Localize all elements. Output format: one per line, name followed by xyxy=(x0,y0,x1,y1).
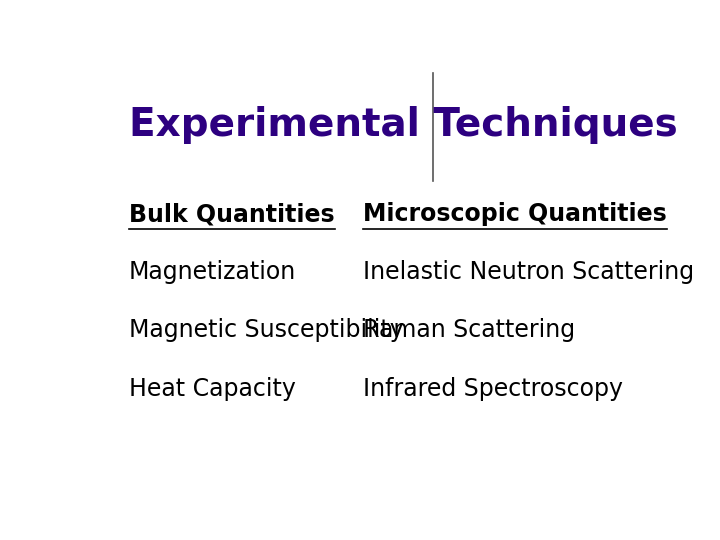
Text: Magnetization: Magnetization xyxy=(129,260,297,284)
Text: Magnetic Susceptibility: Magnetic Susceptibility xyxy=(129,319,404,342)
Text: Raman Scattering: Raman Scattering xyxy=(364,319,575,342)
Text: Heat Capacity: Heat Capacity xyxy=(129,377,296,401)
Text: Experimental Techniques: Experimental Techniques xyxy=(129,106,678,144)
Text: Inelastic Neutron Scattering: Inelastic Neutron Scattering xyxy=(364,260,695,284)
Text: Microscopic Quantities: Microscopic Quantities xyxy=(364,202,667,226)
Text: Bulk Quantities: Bulk Quantities xyxy=(129,202,335,226)
Text: Infrared Spectroscopy: Infrared Spectroscopy xyxy=(364,377,624,401)
